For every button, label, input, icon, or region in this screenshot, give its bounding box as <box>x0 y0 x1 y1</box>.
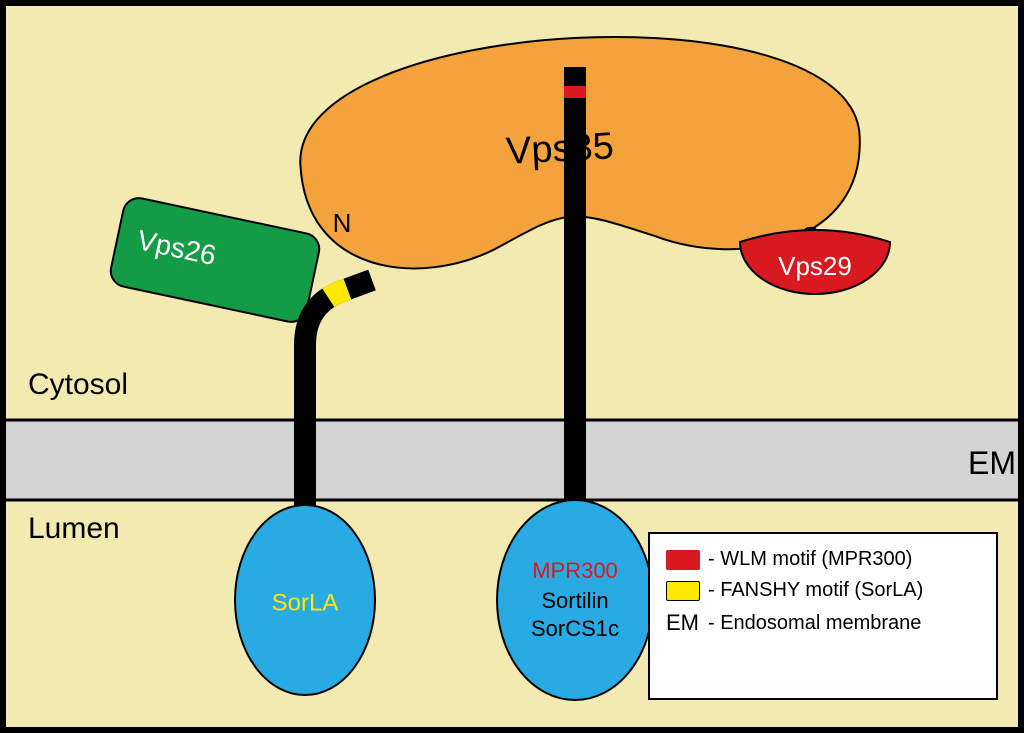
diagram-stage: Vps35NCVps29Vps26SorLAMPR300SortilinSorC… <box>0 0 1024 733</box>
em-label: EM <box>968 445 1016 482</box>
svg-text:N: N <box>333 208 352 238</box>
legend-text: - FANSHY motif (SorLA) <box>708 579 923 602</box>
svg-text:MPR300: MPR300 <box>532 558 618 583</box>
wlm-motif <box>564 86 586 98</box>
svg-text:SorLA: SorLA <box>272 589 339 616</box>
cytosol-label: Cytosol <box>28 368 128 402</box>
legend-row: EM - Endosomal membrane <box>666 610 980 636</box>
legend-text: - WLM motif (MPR300) <box>708 548 912 571</box>
legend-box: - WLM motif (MPR300) - FANSHY motif (SorL… <box>648 532 998 700</box>
legend-swatch <box>666 550 700 570</box>
svg-text:Vps35: Vps35 <box>505 125 615 173</box>
lumen-label: Lumen <box>28 512 120 546</box>
legend-swatch <box>666 581 700 601</box>
legend-row: - FANSHY motif (SorLA) <box>666 579 980 602</box>
svg-text:Sortilin: Sortilin <box>541 588 608 613</box>
legend-row: - WLM motif (MPR300) <box>666 548 980 571</box>
legend-text: - Endosomal membrane <box>708 612 921 635</box>
svg-text:Vps29: Vps29 <box>778 251 852 281</box>
svg-text:SorCS1c: SorCS1c <box>531 616 619 641</box>
legend-em-label: EM <box>666 610 700 636</box>
